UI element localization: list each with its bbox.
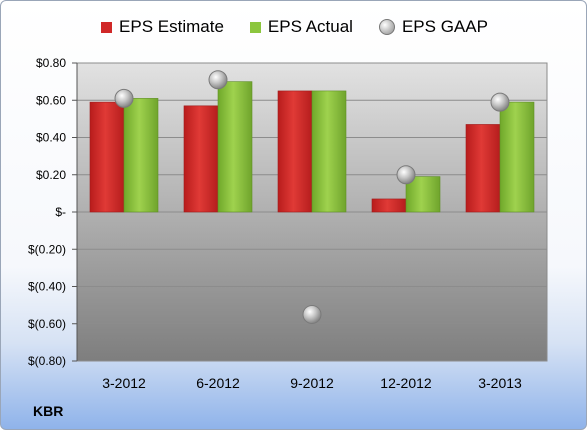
legend-label-estimate: EPS Estimate: [119, 17, 224, 36]
legend-item-actual: EPS Actual: [249, 17, 353, 37]
y-tick-label: $0.60: [36, 93, 66, 107]
legend-swatch-actual: [249, 21, 261, 33]
legend-label-actual: EPS Actual: [267, 17, 353, 36]
bar-eps-estimate: [89, 101, 125, 213]
y-tick-label: $0.40: [36, 131, 66, 145]
y-tick-label: $(0.40): [28, 280, 66, 294]
legend-swatch-gaap: [378, 19, 395, 35]
ticker-label: KBR: [33, 403, 64, 419]
y-tick-label: $0.20: [36, 168, 66, 182]
legend: EPS Estimate EPS Actual EPS GAAP: [1, 17, 586, 37]
bar-eps-estimate: [183, 105, 219, 213]
legend-item-estimate: EPS Estimate: [101, 17, 224, 37]
marker-eps-gaap: [208, 70, 228, 90]
marker-eps-gaap: [302, 304, 322, 324]
bar-eps-actual: [311, 90, 347, 213]
y-tick-label: $(0.20): [28, 242, 66, 256]
x-tick-label: 12-2012: [380, 375, 432, 391]
x-tick-label: 3-2013: [478, 375, 522, 391]
legend-item-gaap: EPS GAAP: [378, 17, 488, 37]
bar-eps-actual: [217, 81, 253, 213]
bar-eps-actual: [123, 98, 159, 213]
y-tick-label: $(0.60): [28, 317, 66, 331]
bar-eps-estimate: [277, 90, 313, 213]
legend-label-gaap: EPS GAAP: [401, 17, 488, 36]
legend-swatch-estimate: [101, 21, 113, 33]
y-tick-label: $0.80: [36, 56, 66, 70]
x-tick-label: 6-2012: [196, 375, 240, 391]
bar-eps-actual: [499, 101, 535, 213]
bar-eps-estimate: [465, 124, 501, 213]
marker-eps-gaap: [396, 165, 416, 185]
y-tick-label: $(0.80): [28, 354, 66, 368]
x-tick-label: 9-2012: [290, 375, 334, 391]
marker-eps-gaap: [114, 88, 134, 108]
bar-eps-estimate: [371, 198, 407, 213]
marker-eps-gaap: [490, 92, 510, 112]
x-tick-label: 3-2012: [102, 375, 146, 391]
y-tick-label: $-: [55, 205, 66, 219]
bar-eps-actual: [405, 176, 441, 213]
